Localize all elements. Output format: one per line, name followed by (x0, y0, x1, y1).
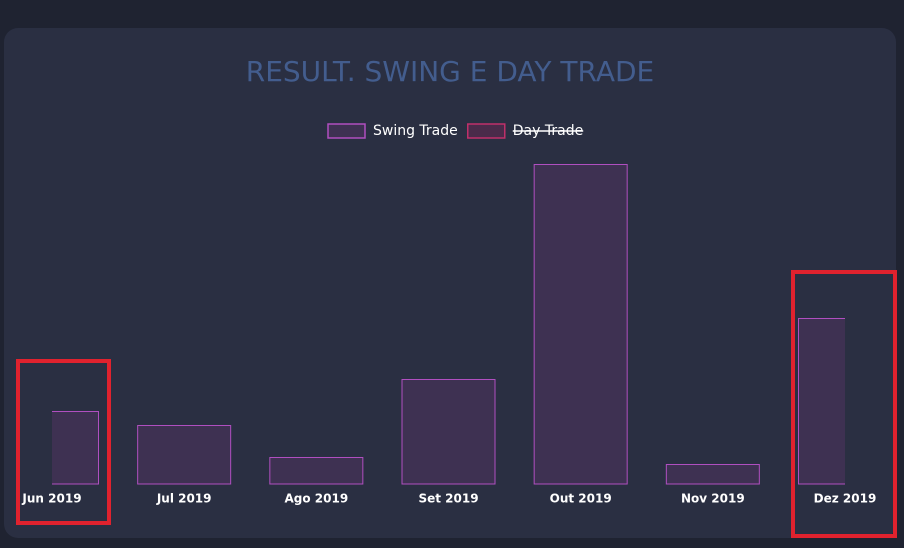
x-axis: Jun 2019 Jul 2019 Ago 2019 Set 2019 Out 2019… (21, 492, 876, 506)
card (4, 28, 896, 538)
legend-swatch (467, 123, 506, 139)
highlight-box (791, 270, 897, 538)
x-tick-label: Ago 2019 (284, 492, 348, 506)
x-tick-label: Set 2019 (418, 492, 478, 506)
legend-label: Swing Trade (373, 123, 458, 139)
bar (137, 425, 232, 485)
chart-title: RESULT. SWING E DAY TRADE (246, 55, 654, 88)
bar (798, 318, 845, 485)
x-tick-label: Jul 2019 (156, 492, 212, 506)
legend-item[interactable]: Day Trade (467, 123, 584, 139)
bar (665, 464, 760, 485)
legend-swatch (327, 123, 366, 139)
x-tick-label: Jun 2019 (21, 492, 81, 506)
legend-item[interactable]: Swing Trade (327, 123, 458, 139)
x-tick-label: Nov 2019 (681, 492, 745, 506)
x-tick-label: Dez 2019 (814, 492, 877, 506)
bar (52, 411, 99, 485)
x-tick-label: Out 2019 (550, 492, 612, 506)
bar (533, 164, 628, 485)
bar (401, 379, 496, 485)
bar (269, 457, 364, 485)
plot-area (52, 164, 845, 485)
highlight-box (16, 359, 111, 525)
legend: Swing Trade Day Trade (327, 123, 584, 139)
